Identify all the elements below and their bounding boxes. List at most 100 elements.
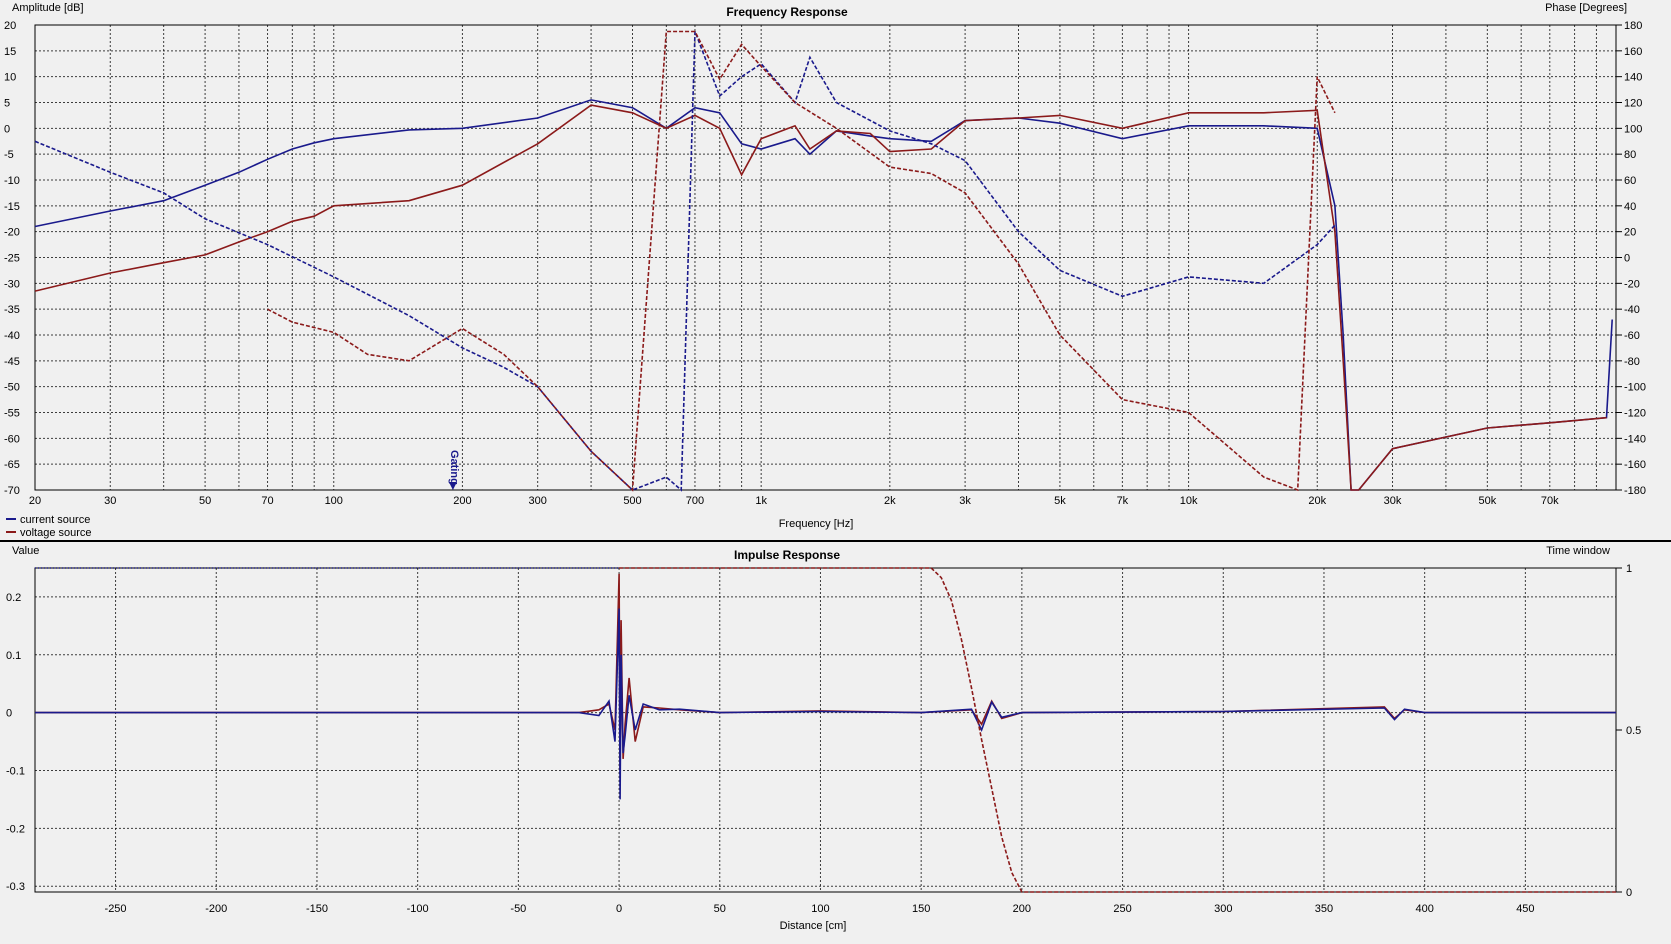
ir-line-time-window bbox=[619, 567, 1616, 893]
ir-y-tick-label: 0.1 bbox=[6, 650, 21, 662]
ir-x-tick-label: -200 bbox=[205, 903, 227, 915]
fr-y-tick-label: -30 bbox=[4, 278, 20, 290]
fr-xlabel: Frequency [Hz] bbox=[779, 518, 854, 530]
fr-x-tick-label: 100 bbox=[325, 495, 343, 507]
fr-x-tick-label: 20 bbox=[29, 495, 41, 507]
fr-y-tick-label: -35 bbox=[4, 304, 20, 316]
fr-x-tick-label: 7k bbox=[1117, 495, 1129, 507]
fr-y2-tick-label: 140 bbox=[1624, 72, 1642, 84]
fr-y-tick-label: -50 bbox=[4, 382, 20, 394]
fr-y-tick-label: -15 bbox=[4, 201, 20, 213]
fr-y-tick-label: -20 bbox=[4, 227, 20, 239]
fr-y-tick-label: -5 bbox=[4, 149, 14, 161]
fr-x-tick-label: 2k bbox=[884, 495, 896, 507]
ir-x-tick-label: 50 bbox=[714, 903, 726, 915]
fr-y-tick-label: -45 bbox=[4, 356, 20, 368]
fr-y-tick-label: 10 bbox=[4, 72, 16, 84]
fr-x-tick-label: 50 bbox=[199, 495, 211, 507]
ir-ylabel: Value bbox=[12, 545, 39, 557]
ir-x-tick-label: -100 bbox=[407, 903, 429, 915]
fr-x-tick-label: 50k bbox=[1478, 495, 1496, 507]
fr-x-tick-labels: 20 30 50 70 100 200 300 500 700 1k 2k 3k 5k 7k 10k 20k 3… bbox=[29, 495, 1559, 507]
fr-x-tick-label: 30 bbox=[104, 495, 116, 507]
impulse-response-panel: Impulse Response Value Time window Dista… bbox=[6, 545, 1641, 932]
fr-y2-tick-label: 20 bbox=[1624, 227, 1636, 239]
fr-y2-tick-labels: 180 160 140 120 100 80 60 40 20 0 -20 -40 -60 -80 -100… bbox=[1624, 20, 1646, 497]
fr-y2-tick-label: -120 bbox=[1624, 408, 1646, 420]
fr-y-tick-label: -70 bbox=[4, 485, 20, 497]
ir-series-lines bbox=[35, 567, 1616, 893]
fr-x-tick-label: 700 bbox=[686, 495, 704, 507]
fr-x-tick-label: 5k bbox=[1054, 495, 1066, 507]
ir-xlabel: Distance [cm] bbox=[780, 920, 847, 932]
ir-y2-tick-label: 0 bbox=[1626, 887, 1632, 899]
fr-x-tick-label: 70k bbox=[1541, 495, 1559, 507]
ir-x-tick-label: 0 bbox=[616, 903, 622, 915]
legend-voltage-source: voltage source bbox=[20, 527, 92, 539]
fr-y-tick-label: -25 bbox=[4, 253, 20, 265]
fr-y2-tick-label: 80 bbox=[1624, 149, 1636, 161]
ir-x-tick-label: 100 bbox=[811, 903, 829, 915]
ir-y2label: Time window bbox=[1546, 545, 1610, 557]
fr-x-tick-label: 200 bbox=[453, 495, 471, 507]
fr-y2-tick-label: 120 bbox=[1624, 98, 1642, 110]
fr-x-tick-label: 20k bbox=[1308, 495, 1326, 507]
fr-y2-tick-label: -20 bbox=[1624, 278, 1640, 290]
fr-x-tick-label: 300 bbox=[529, 495, 547, 507]
ir-y-tick-label: 0.2 bbox=[6, 592, 21, 604]
ir-x-tick-label: -250 bbox=[105, 903, 127, 915]
ir-y-tick-label: 0 bbox=[6, 708, 12, 720]
ir-y2-tick-labels: 10.50 bbox=[1626, 563, 1641, 899]
ir-x-tick-label: 400 bbox=[1415, 903, 1433, 915]
fr-y2-tick-label: -180 bbox=[1624, 485, 1646, 497]
fr-y-tick-label: 5 bbox=[4, 98, 10, 110]
fr-y2-tick-label: 0 bbox=[1624, 253, 1630, 265]
fr-y2-tick-label: -160 bbox=[1624, 459, 1646, 471]
ir-y-tick-label: -0.2 bbox=[6, 823, 25, 835]
fr-y2-tick-label: -100 bbox=[1624, 382, 1646, 394]
legend: current source voltage source bbox=[6, 514, 92, 539]
fr-y-tick-label: -65 bbox=[4, 459, 20, 471]
fr-series-lines bbox=[34, 30, 1613, 492]
fr-y2-tick-label: 40 bbox=[1624, 201, 1636, 213]
fr-y2-tick-label: -40 bbox=[1624, 304, 1640, 316]
fr-y-tick-label: -60 bbox=[4, 433, 20, 445]
fr-y2-tick-label: -60 bbox=[1624, 330, 1640, 342]
legend-current-source: current source bbox=[20, 514, 90, 526]
fr-y-tick-label: -10 bbox=[4, 175, 20, 187]
ir-x-tick-label: 350 bbox=[1315, 903, 1333, 915]
ir-y-tick-label: -0.1 bbox=[6, 766, 25, 778]
fr-y2-tick-label: -80 bbox=[1624, 356, 1640, 368]
fr-y2-tick-label: 100 bbox=[1624, 123, 1642, 135]
series-line-current-source-phase bbox=[34, 31, 1336, 492]
fr-ylabel: Amplitude [dB] bbox=[12, 2, 84, 14]
ir-x-tick-label: 150 bbox=[912, 903, 930, 915]
fr-x-tick-label: 10k bbox=[1180, 495, 1198, 507]
ir-y2-tick-label: 0.5 bbox=[1626, 725, 1641, 737]
ir-x-tick-labels: -250 -200 -150 -100 -50 0 50 100 150 200 250 300 350… bbox=[105, 903, 1535, 915]
series-line-current-source bbox=[34, 99, 1613, 491]
fr-y2label: Phase [Degrees] bbox=[1545, 2, 1627, 14]
gating-annotation: Gating bbox=[448, 450, 460, 490]
fr-y2-tick-label: -140 bbox=[1624, 433, 1646, 445]
fr-x-tick-label: 30k bbox=[1384, 495, 1402, 507]
ir-title: Impulse Response bbox=[734, 548, 840, 562]
fr-title: Frequency Response bbox=[726, 5, 848, 19]
ir-x-tick-label: 200 bbox=[1013, 903, 1031, 915]
ir-y-tick-label: -0.3 bbox=[6, 881, 25, 893]
fr-y2-tick-label: 60 bbox=[1624, 175, 1636, 187]
ir-x-tick-label: 300 bbox=[1214, 903, 1232, 915]
ir-x-tick-label: 250 bbox=[1113, 903, 1131, 915]
fr-y2-tick-label: 180 bbox=[1624, 20, 1642, 32]
fr-y-tick-label: 20 bbox=[4, 20, 16, 32]
fr-x-tick-label: 70 bbox=[261, 495, 273, 507]
fr-y-tick-label: -40 bbox=[4, 330, 20, 342]
series-line-voltage-source bbox=[34, 104, 1607, 491]
fr-y-tick-label: -55 bbox=[4, 408, 20, 420]
fr-y-tick-label: 15 bbox=[4, 46, 16, 58]
ir-line-current-source bbox=[35, 608, 1616, 800]
frequency-response-panel: Frequency Response Amplitude [dB] Phase … bbox=[4, 2, 1646, 539]
fr-y-tick-label: 0 bbox=[4, 123, 10, 135]
